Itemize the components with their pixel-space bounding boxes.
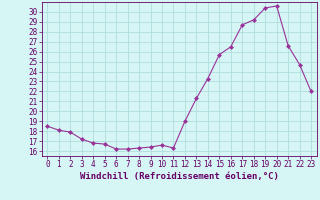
X-axis label: Windchill (Refroidissement éolien,°C): Windchill (Refroidissement éolien,°C) [80,172,279,181]
